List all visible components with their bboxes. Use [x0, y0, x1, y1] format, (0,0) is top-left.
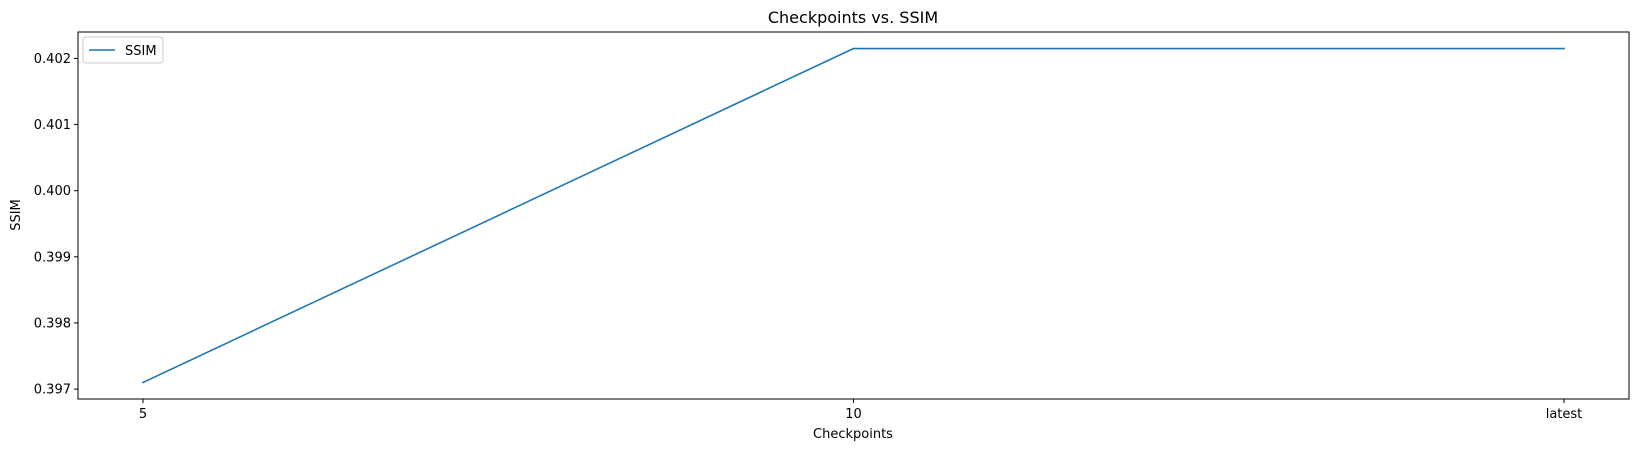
- x-tick-label: 5: [139, 407, 147, 422]
- y-axis-ticks: 0.397 0.398 0.399 0.400 0.401 0.402: [34, 52, 78, 398]
- legend-box: [82, 36, 164, 64]
- plot-frame: [77, 31, 1630, 400]
- data-point: [1563, 47, 1565, 50]
- chart-title: Checkpoints vs. SSIM: [768, 8, 938, 27]
- y-tick-label: 0.399: [34, 250, 71, 265]
- x-tick-label: 10: [845, 407, 862, 422]
- y-tick-label: 0.397: [34, 383, 71, 398]
- y-axis-label: SSIM: [9, 199, 24, 231]
- y-tick-label: 0.402: [34, 52, 71, 67]
- y-tick-label: 0.398: [34, 316, 71, 331]
- x-axis-label: Checkpoints: [813, 427, 893, 442]
- x-tick-label: latest: [1546, 407, 1583, 422]
- x-axis-ticks: 5 10 latest: [139, 399, 1582, 422]
- data-point: [852, 47, 855, 50]
- y-tick-label: 0.401: [34, 118, 71, 133]
- legend: SSIM: [82, 36, 164, 64]
- legend-label: SSIM: [125, 44, 157, 59]
- series-layer: [141, 47, 1565, 384]
- data-point: [142, 381, 144, 384]
- y-tick-label: 0.400: [34, 184, 71, 199]
